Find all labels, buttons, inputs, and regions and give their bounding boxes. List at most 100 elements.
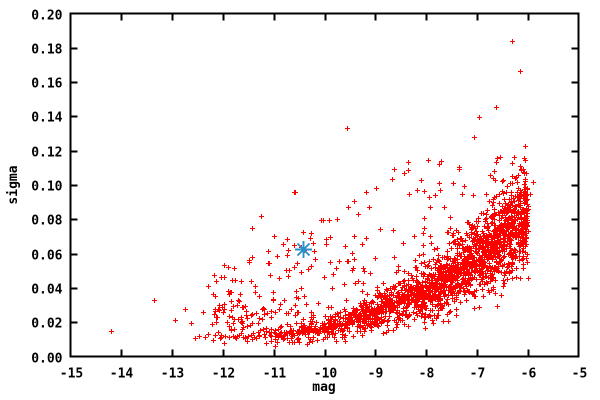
data-point bbox=[522, 182, 527, 187]
data-point bbox=[293, 313, 298, 318]
data-point bbox=[237, 299, 242, 304]
data-point bbox=[328, 260, 333, 265]
data-point bbox=[445, 312, 450, 317]
data-point bbox=[482, 224, 487, 229]
data-point bbox=[437, 259, 442, 264]
data-point bbox=[365, 323, 370, 328]
data-point bbox=[477, 247, 482, 252]
data-point bbox=[469, 230, 474, 235]
data-point bbox=[379, 321, 384, 326]
data-point bbox=[212, 312, 217, 317]
data-point bbox=[401, 293, 406, 298]
data-point bbox=[203, 335, 208, 340]
data-point bbox=[361, 313, 366, 318]
data-point bbox=[422, 315, 427, 320]
data-point bbox=[429, 241, 434, 246]
data-point bbox=[315, 338, 320, 343]
data-point bbox=[448, 226, 453, 231]
data-point bbox=[330, 332, 335, 337]
data-point bbox=[456, 230, 461, 235]
data-point bbox=[485, 208, 490, 213]
data-point bbox=[319, 218, 324, 223]
data-point bbox=[269, 339, 274, 344]
data-point bbox=[440, 255, 445, 260]
data-point bbox=[422, 189, 427, 194]
data-point bbox=[288, 329, 293, 334]
data-point bbox=[301, 230, 306, 235]
data-point bbox=[523, 239, 528, 244]
data-point bbox=[438, 264, 443, 269]
data-point bbox=[493, 246, 498, 251]
data-point bbox=[474, 266, 479, 271]
data-point bbox=[257, 294, 262, 299]
data-point bbox=[222, 263, 227, 268]
data-point bbox=[322, 275, 327, 280]
data-point bbox=[363, 307, 368, 312]
data-point bbox=[437, 162, 442, 167]
data-point bbox=[333, 331, 338, 336]
data-point bbox=[517, 244, 522, 249]
data-point bbox=[313, 327, 318, 332]
data-point bbox=[422, 226, 427, 231]
data-point bbox=[351, 311, 356, 316]
data-point bbox=[328, 323, 333, 328]
data-point bbox=[467, 289, 472, 294]
data-point bbox=[316, 301, 321, 306]
data-point bbox=[381, 281, 386, 286]
data-point bbox=[492, 269, 497, 274]
data-point bbox=[471, 238, 476, 243]
data-point bbox=[296, 296, 301, 301]
data-point bbox=[302, 294, 307, 299]
data-point bbox=[518, 164, 523, 169]
data-point bbox=[226, 265, 231, 270]
data-point bbox=[501, 284, 506, 289]
data-point bbox=[262, 332, 267, 337]
data-point bbox=[189, 321, 194, 326]
data-point bbox=[443, 282, 448, 287]
data-point bbox=[446, 256, 451, 261]
data-point bbox=[375, 285, 380, 290]
data-point bbox=[308, 236, 313, 241]
data-point bbox=[463, 264, 468, 269]
data-point bbox=[284, 268, 289, 273]
data-point bbox=[495, 304, 500, 309]
data-point bbox=[414, 311, 419, 316]
data-point bbox=[502, 281, 507, 286]
data-point bbox=[257, 316, 262, 321]
data-point bbox=[422, 300, 427, 305]
data-point bbox=[457, 289, 462, 294]
data-point bbox=[510, 230, 515, 235]
data-point bbox=[518, 238, 523, 243]
data-point bbox=[260, 317, 265, 322]
data-point bbox=[472, 306, 477, 311]
data-point bbox=[376, 294, 381, 299]
data-point bbox=[412, 234, 417, 239]
data-point bbox=[321, 337, 326, 342]
data-point bbox=[211, 292, 216, 297]
data-point bbox=[286, 311, 291, 316]
data-point bbox=[464, 284, 469, 289]
data-point bbox=[291, 328, 296, 333]
data-point bbox=[520, 230, 525, 235]
data-point bbox=[384, 287, 389, 292]
data-point bbox=[312, 249, 317, 254]
data-point bbox=[475, 232, 480, 237]
data-point bbox=[476, 216, 481, 221]
data-point bbox=[522, 219, 527, 224]
data-point bbox=[452, 299, 457, 304]
y-tick-label: 0.10 bbox=[31, 180, 62, 195]
data-point bbox=[480, 279, 485, 284]
data-point bbox=[449, 246, 454, 251]
data-point bbox=[430, 289, 435, 294]
data-point bbox=[442, 294, 447, 299]
data-point bbox=[512, 247, 517, 252]
data-point bbox=[493, 265, 498, 270]
data-point bbox=[477, 273, 482, 278]
data-point bbox=[382, 318, 387, 323]
data-point bbox=[346, 205, 351, 210]
data-point bbox=[307, 330, 312, 335]
data-point bbox=[410, 297, 415, 302]
data-point bbox=[415, 288, 420, 293]
axis-tick-labels: -15 -14 -13 -12 -11 -10 -9 -8 -7 -6 -5 0.00 0.02 0.04… bbox=[31, 9, 587, 382]
data-point bbox=[311, 335, 316, 340]
